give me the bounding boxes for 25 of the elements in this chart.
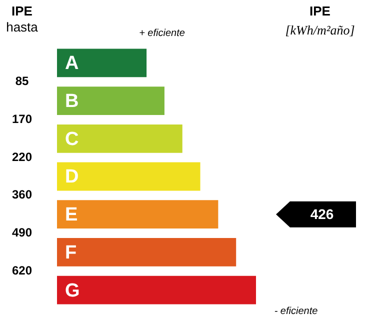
bar (57, 48, 147, 78)
text: 490 (12, 226, 32, 240)
bar (57, 238, 236, 266)
bar (57, 86, 164, 115)
text: - eficiente (274, 306, 318, 317)
y-tick-label: D (65, 166, 79, 188)
y2-axis-title: IPE [kWh/m²año] (285, 4, 355, 38)
text: 220 (12, 150, 32, 164)
text: 426 (310, 206, 334, 222)
y-axis-title: IPE hasta (6, 4, 39, 35)
y-tick-label: E (65, 204, 78, 226)
y-tick-label: F (65, 242, 77, 264)
y-tick-label: A (65, 53, 79, 74)
text: 620 (12, 263, 32, 278)
y-tick-label: B (65, 91, 79, 112)
text: 360 (12, 188, 32, 202)
text: 170 (12, 112, 32, 126)
bar (57, 276, 256, 304)
y-tick-label: C (65, 128, 79, 150)
bar (57, 162, 200, 191)
bar (57, 200, 218, 229)
y-tick-label: G (65, 280, 80, 302)
text: + eficiente (139, 28, 186, 39)
bar (57, 124, 182, 153)
text: 85 (15, 74, 29, 88)
